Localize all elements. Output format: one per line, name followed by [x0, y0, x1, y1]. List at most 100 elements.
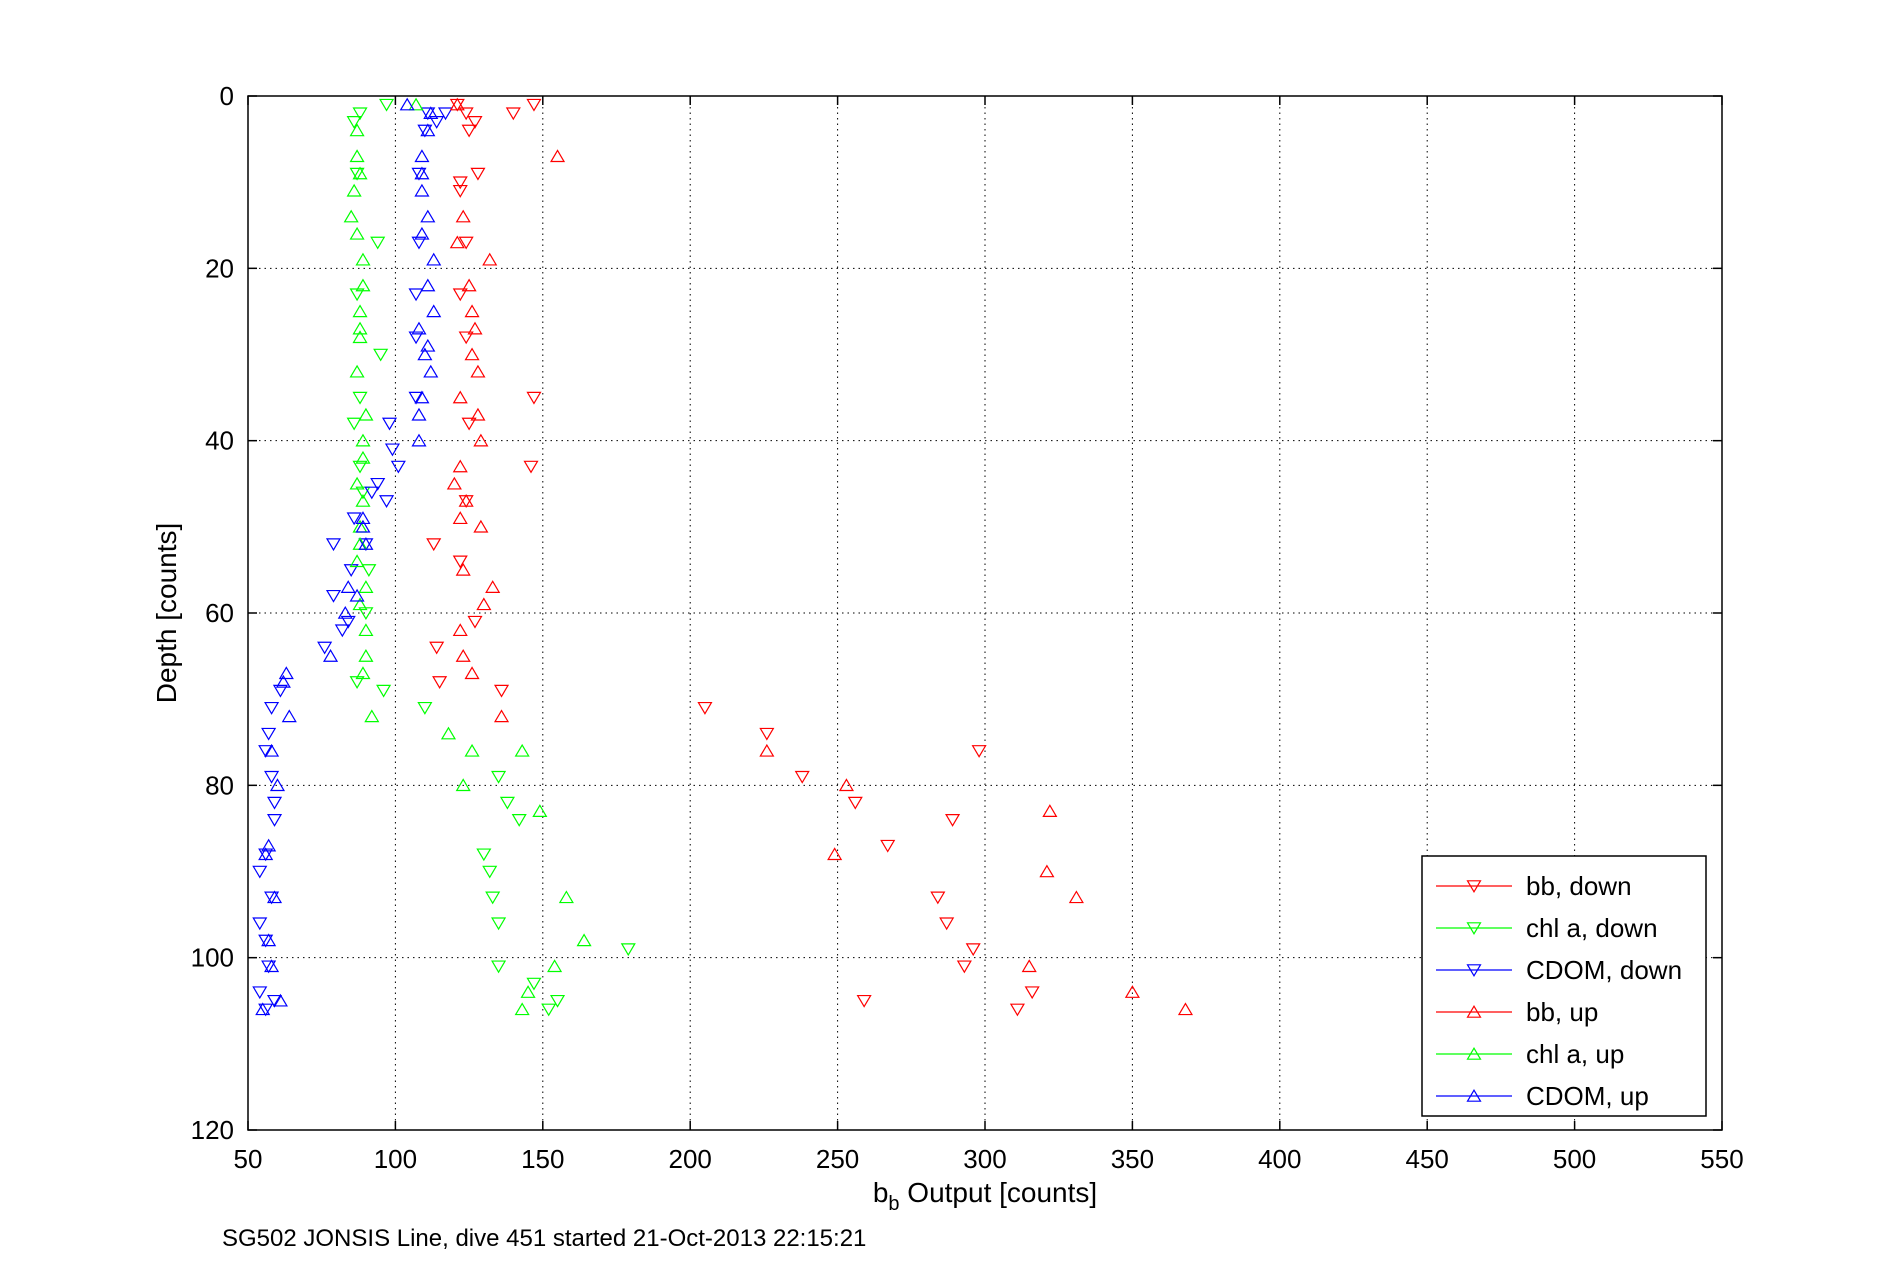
data-point — [420, 338, 436, 352]
data-point — [264, 770, 280, 784]
data-point — [467, 116, 483, 129]
data-point — [417, 701, 433, 715]
data-point — [965, 943, 981, 957]
data-point — [476, 597, 492, 611]
series-1 — [346, 98, 636, 1017]
data-point — [1039, 864, 1055, 878]
data-point — [355, 450, 371, 464]
data-point — [352, 460, 368, 474]
x-axis-label-rest: Output [counts] — [900, 1177, 1098, 1208]
data-point — [956, 960, 972, 974]
data-point — [264, 743, 280, 757]
data-point — [491, 960, 507, 974]
data-point — [349, 554, 365, 568]
data-point — [827, 847, 843, 861]
data-point — [526, 98, 542, 112]
data-point — [252, 986, 268, 1000]
data-point — [547, 959, 563, 973]
legend-marker — [1466, 922, 1482, 936]
data-point — [352, 330, 368, 344]
data-point — [355, 278, 371, 292]
data-point — [255, 1002, 271, 1016]
data-point — [620, 943, 636, 957]
data-point — [464, 304, 480, 318]
data-point — [414, 390, 430, 404]
series-4 — [343, 97, 592, 1016]
data-point — [455, 209, 471, 223]
data-point — [482, 865, 498, 879]
data-point — [482, 252, 498, 266]
data-point — [759, 743, 775, 757]
y-tick-labels: 0 20 40 60 80 100 120 — [191, 81, 234, 1145]
data-point — [355, 511, 371, 525]
data-point — [266, 890, 283, 904]
data-point — [349, 588, 365, 602]
data-point — [455, 778, 471, 792]
data-point — [461, 417, 477, 431]
data-point — [449, 235, 465, 249]
data-point — [408, 391, 424, 405]
data-point — [352, 166, 368, 180]
data-point — [258, 745, 274, 758]
data-point — [376, 684, 392, 698]
data-point — [432, 676, 448, 689]
data-point — [322, 649, 339, 662]
data-point — [272, 684, 288, 698]
data-point — [458, 331, 474, 345]
x-axis-label-base: b — [873, 1177, 889, 1208]
data-point — [346, 116, 362, 129]
data-point — [352, 304, 368, 318]
series-3 — [446, 97, 1194, 1016]
legend-label: bb, down — [1526, 871, 1632, 901]
data-point — [1177, 1002, 1194, 1016]
footer-caption: SG502 JONSIS Line, dive 451 started 21-O… — [222, 1225, 866, 1252]
data-point — [411, 236, 427, 250]
data-point — [414, 226, 430, 240]
data-point — [426, 538, 442, 552]
data-point — [261, 933, 277, 947]
legend-item: CDOM, up — [1436, 1081, 1649, 1111]
data-point — [440, 726, 457, 740]
data-point — [455, 649, 471, 662]
data-point — [346, 512, 362, 526]
data-point — [464, 347, 480, 361]
data-point — [1024, 986, 1040, 1000]
data-point — [411, 167, 427, 181]
data-point — [491, 917, 507, 931]
data-point — [408, 331, 424, 345]
data-point — [514, 743, 530, 757]
legend-item: chl a, up — [1436, 1039, 1624, 1069]
data-point — [390, 460, 406, 474]
data-point — [558, 890, 574, 904]
data-point — [252, 865, 268, 879]
data-point — [523, 460, 539, 474]
x-tick-label: 50 — [234, 1144, 263, 1174]
data-point — [1021, 959, 1037, 973]
data-point — [349, 226, 365, 240]
data-point — [1042, 804, 1058, 817]
data-point — [423, 364, 439, 378]
data-point — [373, 348, 389, 362]
data-point — [358, 623, 374, 637]
data-point — [452, 459, 468, 473]
x-axis-label-subscript: b — [888, 1193, 899, 1215]
data-point — [549, 994, 566, 1008]
legend-label: CDOM, up — [1526, 1081, 1649, 1111]
data-point — [526, 977, 542, 991]
data-point — [473, 433, 489, 447]
data-point — [794, 770, 810, 784]
data-point — [349, 476, 365, 490]
data-point — [838, 778, 854, 792]
data-point — [426, 252, 442, 266]
x-tick-label: 450 — [1406, 1144, 1449, 1174]
data-point — [514, 1002, 530, 1016]
data-point — [370, 236, 386, 250]
data-point — [379, 495, 395, 509]
data-point — [349, 167, 365, 181]
data-point — [461, 278, 477, 292]
data-point — [334, 624, 350, 638]
data-point — [414, 149, 430, 163]
data-point — [452, 288, 468, 302]
data-point — [458, 236, 474, 250]
legend-item: bb, up — [1436, 997, 1598, 1027]
